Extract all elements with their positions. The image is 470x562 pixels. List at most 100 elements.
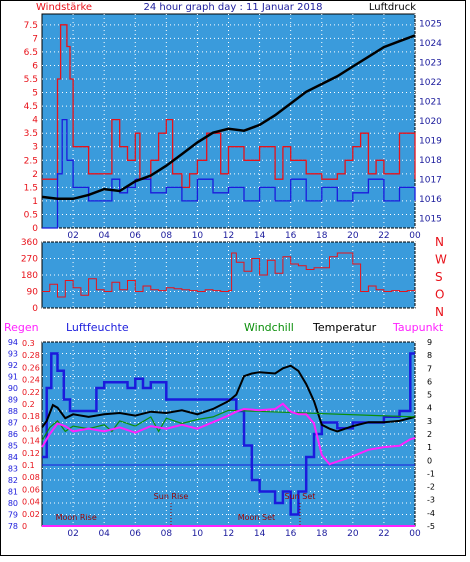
humidity-tick-label: 93	[8, 350, 18, 359]
wind-left-ticks: 0 0.5 1 1.5 2 2.5 3 3.5 4 4.5 5 5.5 6 6.5 7 7.5	[24, 21, 39, 234]
humidity-tick-label: 85	[8, 442, 18, 451]
rain-tick-label: 0.16	[22, 424, 40, 433]
rain-tick-label: 0.12	[22, 449, 40, 458]
humidity-tick-label: 88	[8, 407, 18, 416]
temperature-tick-label: 5	[427, 391, 432, 400]
wind-x-ticks: 02 04 06 08 10 12 14 16 18 20 22 00	[67, 231, 421, 241]
legend-temperatur: Temperatur	[312, 321, 377, 334]
temperature-tick-label: 7	[427, 364, 432, 373]
legend-luftfeuchte: Luftfeuchte	[66, 321, 129, 334]
compass-label: W	[435, 253, 447, 267]
windchill-line	[41, 409, 416, 441]
x-tick-label: 02	[67, 529, 78, 539]
direction-tick-label: 360	[21, 238, 38, 248]
humidity-tick-label: 90	[8, 384, 18, 393]
compass-label: O	[435, 288, 444, 302]
wind-axis-label: Windstärke	[36, 2, 92, 13]
compass-label: S	[435, 270, 443, 284]
humidity-tick-label: 78	[8, 522, 18, 531]
climate-legend: Regen Luftfeuchte Windchill Temperatur T…	[4, 321, 444, 334]
humidity-tick-label: 87	[8, 419, 18, 428]
legend-regen: Regen	[4, 321, 39, 334]
wind-tick-label: 0.5	[24, 210, 38, 220]
x-tick-label: 18	[316, 529, 328, 539]
annotation-label: Moon Set	[238, 513, 275, 522]
x-tick-label: 04	[98, 529, 110, 539]
wind-tick-label: 6.5	[24, 48, 38, 58]
pressure-tick-label: 1016	[419, 195, 442, 205]
x-tick-label: 16	[285, 231, 297, 241]
sun-moon-annotations: Moon Rise Sun Rise Moon Set Sun Set	[56, 492, 315, 526]
humidity-tick-label: 92	[8, 361, 18, 370]
humidity-tick-label: 80	[8, 499, 18, 508]
x-tick-label: 14	[254, 529, 266, 539]
x-tick-label: 20	[347, 231, 359, 241]
wind-tick-label: 4.5	[24, 102, 38, 112]
temperature-tick-label: 1	[427, 443, 432, 452]
pressure-tick-label: 1023	[419, 59, 442, 69]
wind-series	[41, 24, 416, 229]
rain-tick-label: 0.26	[22, 363, 40, 372]
humidity-tick-label: 89	[8, 396, 18, 405]
compass-label: N	[435, 235, 444, 249]
direction-left-ticks: 360 270 180 90 0	[21, 238, 38, 314]
x-tick-label: 12	[223, 529, 234, 539]
direction-tick-label: 0	[32, 304, 38, 314]
humidity-tick-label: 81	[8, 488, 18, 497]
legend-windchill: Windchill	[244, 321, 294, 334]
humidity-ticks: 78 79 80 81 82 83 84 85 86 87 88 89 90 91 92 93 94	[8, 338, 18, 531]
wind-tick-label: 2	[32, 170, 38, 180]
temperature-tick-label: 8	[427, 351, 432, 360]
rain-tick-label: 0.3	[22, 339, 35, 348]
x-tick-label: 16	[285, 529, 297, 539]
x-tick-label: 20	[347, 529, 359, 539]
wind-tick-label: 1.5	[24, 183, 38, 193]
wind-tick-label: 5	[32, 89, 38, 99]
humidity-tick-label: 83	[8, 465, 18, 474]
wind-tick-label: 3.5	[24, 129, 38, 139]
temperature-tick-label: 2	[427, 430, 432, 439]
direction-tick-label: 270	[21, 255, 38, 265]
temperature-tick-label: 9	[427, 338, 432, 347]
humidity-tick-label: 84	[8, 453, 18, 462]
temperature-tick-label: -3	[427, 496, 435, 505]
wind-direction-line	[42, 252, 416, 298]
x-tick-label: 18	[316, 231, 328, 241]
annotation-label: Moon Rise	[56, 513, 97, 522]
x-tick-label: 10	[192, 231, 204, 241]
x-tick-label: 22	[378, 231, 389, 241]
wind-gust-line	[42, 24, 416, 189]
temperature-tick-label: 4	[427, 404, 432, 413]
legend-taupunkt: Taupunkt	[392, 321, 444, 334]
wind-mean-line	[42, 118, 416, 229]
pressure-axis-label: Luftdruck	[369, 2, 416, 13]
x-tick-label: 12	[223, 231, 234, 241]
temperature-tick-label: -2	[427, 483, 435, 492]
pressure-tick-label: 1020	[419, 117, 442, 127]
rain-tick-label: 0.06	[22, 485, 40, 494]
rain-tick-label: 0.24	[22, 376, 40, 385]
rain-tick-label: 0.28	[22, 351, 40, 360]
temperature-tick-label: -1	[427, 469, 435, 478]
rain-tick-label: 0.08	[22, 473, 40, 482]
x-tick-label: 08	[161, 231, 173, 241]
temperature-tick-label: 3	[427, 417, 432, 426]
wind-tick-label: 0	[32, 224, 38, 234]
rain-tick-label: 0	[22, 522, 27, 531]
humidity-tick-label: 91	[8, 373, 18, 382]
rain-tick-label: 0.04	[22, 498, 40, 507]
x-tick-label: 00	[409, 529, 421, 539]
compass-label: N	[435, 305, 444, 319]
pressure-line	[41, 34, 416, 201]
x-tick-label: 04	[98, 231, 110, 241]
wind-pressure-chart: 00.511.522.533.544.555.566.577.5 1015101…	[24, 13, 442, 241]
x-tick-label: 02	[67, 231, 78, 241]
pressure-right-ticks: 1015 1016 1017 1018 1019 1020 1021 1022 1023 1024…	[419, 20, 442, 225]
humidity-tick-label: 86	[8, 430, 18, 439]
wind-tick-label: 2.5	[24, 156, 38, 166]
temperature-tick-label: -4	[427, 509, 435, 518]
direction-tick-label: 180	[21, 271, 38, 281]
